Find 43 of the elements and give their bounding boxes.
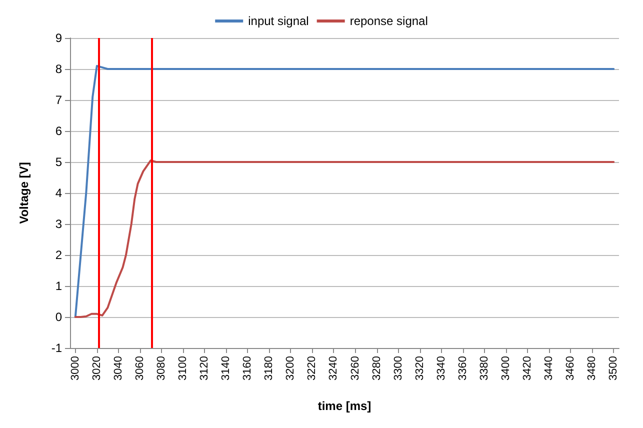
legend-label: reponse signal: [350, 14, 428, 28]
y-tick-label: 5: [55, 155, 62, 169]
x-axis-title: time [ms]: [318, 399, 372, 413]
x-tick-label: 3460: [564, 356, 577, 380]
x-tick-label: 3320: [414, 356, 426, 380]
x-tick-label: 3300: [392, 356, 404, 380]
x-tick-label: 3420: [522, 356, 534, 380]
y-axis-title: Voltage [V]: [17, 162, 31, 224]
x-tick-label: 3140: [220, 356, 232, 380]
y-tick-label: 4: [55, 186, 62, 200]
line-series: [74, 64, 615, 318]
x-tick-label: 3500: [608, 356, 620, 380]
y-tick-label: 8: [55, 62, 62, 76]
y-tick-label: 3: [55, 217, 62, 231]
x-tick-label: 3080: [156, 356, 168, 380]
x-tick-label: 3040: [112, 356, 124, 380]
x-tick-label: 3220: [306, 356, 318, 380]
x-tick-label: 3180: [263, 356, 276, 380]
x-tick-label: 3280: [370, 356, 383, 380]
x-tick-label: 3020: [90, 356, 103, 380]
x-tick-label: 3360: [456, 356, 469, 380]
x-tick-label: 3380: [478, 356, 490, 380]
x-tick-label: 3060: [134, 356, 146, 380]
y-tick-label: 1: [55, 279, 62, 293]
legend-label: input signal: [248, 14, 309, 28]
y-tick-label: -1: [51, 341, 62, 355]
x-tick-label: 3400: [500, 356, 512, 380]
y-tick-label: 0: [55, 310, 62, 324]
x-tick-label: 3340: [435, 356, 448, 380]
y-tick-label: 9: [55, 31, 62, 45]
x-tick-label: 3200: [284, 356, 297, 380]
x-tick-label: 3000: [69, 356, 82, 380]
x-tick-label: 3100: [177, 356, 190, 380]
x-tick-label: 3260: [349, 356, 362, 380]
x-tick-label: 3160: [242, 356, 254, 380]
x-tick-label: 3480: [586, 356, 598, 380]
y-tick-label: 6: [55, 124, 62, 138]
line-series: [74, 159, 615, 318]
y-tick-label: 2: [55, 248, 62, 262]
x-tick-label: 3120: [198, 356, 211, 380]
x-tick-label: 3240: [328, 356, 340, 380]
x-tick-label: 3440: [543, 356, 556, 380]
y-tick-label: 7: [55, 93, 62, 107]
